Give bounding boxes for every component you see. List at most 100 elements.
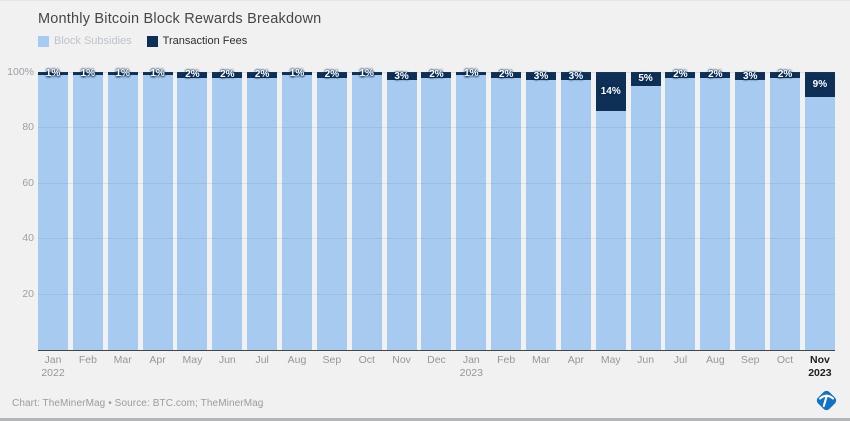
x-tick-month: May <box>182 354 203 366</box>
x-tick-month: Jun <box>218 354 236 366</box>
transaction-fees-segment <box>316 72 347 78</box>
block-subsidies-segment <box>595 110 626 350</box>
block-subsidies-segment <box>491 77 522 350</box>
legend-label: Transaction Fees <box>162 35 248 47</box>
bar-sep-2023[interactable]: 3% <box>735 71 766 350</box>
block-subsidies-segment <box>665 77 696 350</box>
block-subsidies-segment <box>282 74 313 350</box>
transaction-fees-segment <box>595 72 626 111</box>
x-tick-month: Apr <box>149 354 166 366</box>
block-subsidies-segment <box>560 80 591 350</box>
bar-jan-2022[interactable]: 1% <box>38 68 68 350</box>
transaction-fees-segment <box>491 72 522 78</box>
x-axis-tick-label: Dec <box>421 354 451 379</box>
transaction-fees-segment <box>456 72 487 75</box>
bar-feb-2023[interactable]: 2% <box>491 69 522 350</box>
transaction-fees-segment <box>247 72 278 78</box>
block-subsidies-segment <box>247 77 278 350</box>
y-axis-tick-label: 60 <box>22 176 34 189</box>
transaction-fees-segment <box>630 72 661 86</box>
transaction-fees-segment <box>282 72 313 75</box>
block-subsidies-segment <box>38 74 68 350</box>
transaction-fees-segment <box>421 72 452 78</box>
block-subsidies-segment <box>630 85 661 350</box>
x-tick-year: 2023 <box>808 366 832 379</box>
bar-feb-2022[interactable]: 1% <box>72 68 103 350</box>
bar-oct-2022[interactable]: 1% <box>351 68 382 350</box>
x-tick-month: Nov <box>392 354 411 366</box>
bar-aug-2022[interactable]: 1% <box>282 68 313 350</box>
block-subsidies-segment <box>142 74 173 350</box>
bar-mar-2022[interactable]: 1% <box>107 68 138 350</box>
x-axis-baseline <box>38 349 835 351</box>
x-axis-tick-label: Nov 2023 <box>805 354 835 379</box>
x-axis-tick-label: Sep <box>317 354 347 379</box>
block-subsidies-segment <box>700 77 731 350</box>
x-axis-tick-label: Jun <box>631 354 661 379</box>
block-subsidies-segment <box>456 74 487 350</box>
transaction-fees-segment <box>351 72 382 75</box>
block-subsidies-segment <box>386 80 417 350</box>
x-axis-tick-label: May <box>177 354 207 379</box>
x-axis-tick-label: May <box>596 354 626 379</box>
theminermag-logo-icon[interactable] <box>813 387 840 414</box>
block-subsidies-segment <box>316 77 347 350</box>
block-subsidies-segment <box>421 77 452 350</box>
x-tick-month: Feb <box>497 354 516 366</box>
block-subsidies-segment <box>526 80 557 350</box>
x-tick-month: Feb <box>78 354 97 366</box>
bar-may-2023[interactable]: 14% <box>595 72 626 350</box>
transaction-fees-segment <box>38 72 68 75</box>
legend-swatch <box>38 35 49 47</box>
x-tick-month: Jan <box>462 354 480 366</box>
transaction-fees-segment <box>386 72 417 81</box>
bar-oct-2023[interactable]: 2% <box>770 69 801 350</box>
chart-credit: Chart: TheMinerMag • Source: BTC.com; Th… <box>12 398 264 409</box>
x-tick-month: Oct <box>776 354 794 366</box>
x-axis-tick-label: Mar <box>108 354 138 379</box>
x-axis-labels: Jan 2022 Feb Mar Apr May Jun Jul Aug Sep Oct Nov Dec… <box>38 354 835 379</box>
x-axis-tick-label: Sep <box>735 354 765 379</box>
bar-jun-2023[interactable]: 5% <box>630 72 661 350</box>
transaction-fees-segment <box>665 72 696 78</box>
bar-nov-2022[interactable]: 3% <box>386 71 417 350</box>
bar-jul-2022[interactable]: 2% <box>247 69 278 350</box>
bar-nov-2023[interactable]: 9% <box>804 72 835 350</box>
bar-aug-2023[interactable]: 2% <box>700 69 731 350</box>
x-axis-tick-label: Mar <box>526 354 556 379</box>
block-subsidies-segment <box>351 74 382 350</box>
block-subsidies-segment <box>107 74 138 350</box>
bar-apr-2022[interactable]: 1% <box>142 68 173 350</box>
bar-jul-2023[interactable]: 2% <box>665 69 696 350</box>
block-subsidies-segment <box>177 77 208 350</box>
x-axis-tick-label: Oct <box>352 354 382 379</box>
x-tick-month: Aug <box>705 354 725 366</box>
legend: Block Subsidies Transaction Fees <box>38 35 247 47</box>
y-axis-tick-label: 20 <box>22 287 34 300</box>
transaction-fees-segment <box>212 72 243 78</box>
transaction-fees-segment <box>142 72 173 75</box>
transaction-fees-segment <box>770 72 801 78</box>
y-axis-tick-label: 100% <box>7 65 34 78</box>
x-axis-tick-label: Aug <box>700 354 730 379</box>
x-axis-tick-label: Jan 2022 <box>38 354 68 379</box>
block-subsidies-segment <box>72 74 103 350</box>
bar-mar-2023[interactable]: 3% <box>526 71 557 350</box>
legend-item-transaction-fees[interactable]: Transaction Fees <box>146 35 248 47</box>
bar-jun-2022[interactable]: 2% <box>212 69 243 350</box>
bar-may-2022[interactable]: 2% <box>177 69 208 350</box>
bar-sep-2022[interactable]: 2% <box>316 69 347 350</box>
legend-item-block-subsidies[interactable]: Block Subsidies <box>38 35 132 47</box>
block-subsidies-segment <box>770 77 801 350</box>
x-axis-tick-label: Feb <box>73 354 103 379</box>
bar-apr-2023[interactable]: 3% <box>560 71 591 350</box>
transaction-fees-segment <box>804 72 835 98</box>
transaction-fees-segment <box>560 72 591 81</box>
x-axis-tick-label: Apr <box>561 354 591 379</box>
x-tick-month: Apr <box>567 354 585 366</box>
bar-dec-2022[interactable]: 2% <box>421 69 452 350</box>
x-axis-tick-label: Jul <box>665 354 695 379</box>
x-tick-month: Mar <box>113 354 132 366</box>
bar-jan-2023[interactable]: 1% <box>456 68 487 350</box>
